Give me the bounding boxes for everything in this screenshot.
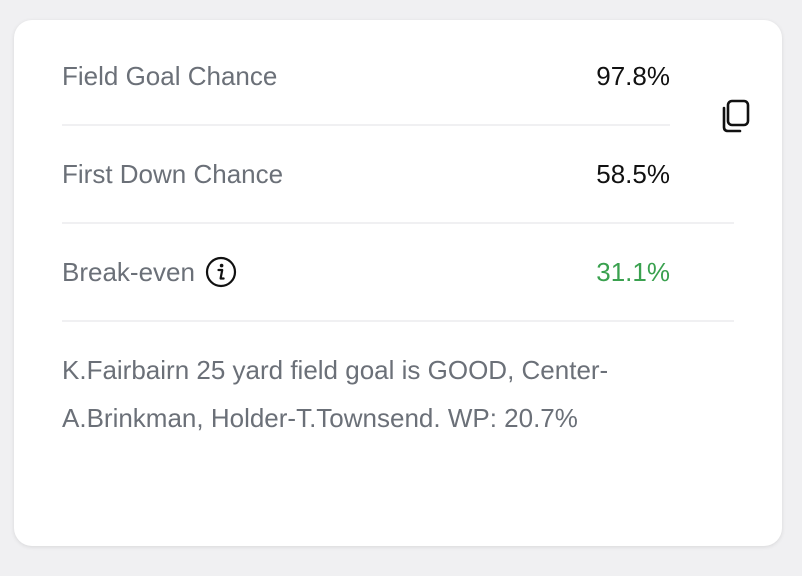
first-down-label: First Down Chance	[62, 158, 284, 189]
play-description: K.Fairbairn 25 yard field goal is GOOD, …	[62, 355, 609, 433]
first-down-row: First Down Chance 58.5%	[62, 126, 734, 224]
field-goal-row: Field Goal Chance 97.8%	[62, 28, 670, 126]
info-icon[interactable]	[205, 256, 237, 288]
field-goal-value: 97.8%	[596, 60, 670, 91]
break-even-row: Break-even 31.1%	[62, 224, 734, 322]
copy-icon[interactable]	[718, 98, 752, 134]
break-even-label: Break-even	[62, 256, 195, 287]
first-down-value: 58.5%	[596, 158, 670, 189]
break-even-value: 31.1%	[596, 256, 670, 287]
break-even-label-group: Break-even	[62, 256, 237, 288]
play-stats-card: Field Goal Chance 97.8% First Down Chanc…	[14, 20, 782, 546]
field-goal-label: Field Goal Chance	[62, 60, 278, 91]
